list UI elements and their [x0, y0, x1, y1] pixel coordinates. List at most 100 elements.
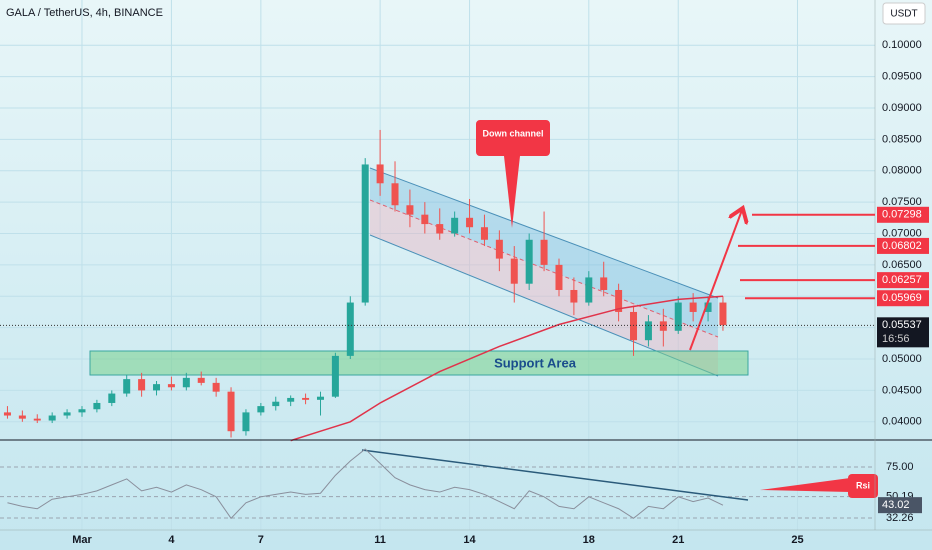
- y-tick-label: 0.05000: [882, 353, 922, 365]
- rsi-trendline: [361, 449, 749, 501]
- level-tag: [877, 272, 929, 289]
- y-tick-label: 0.04500: [882, 384, 922, 396]
- rsi-callout: [848, 474, 878, 498]
- candle-body: [272, 401, 280, 407]
- rsi-line: [7, 448, 724, 520]
- candle-body: [376, 164, 384, 184]
- candle-body: [480, 227, 488, 240]
- y-tick-label: 0.04000: [882, 416, 922, 428]
- x-tick-label: Mar: [72, 534, 92, 546]
- y-tick-label: 0.06500: [882, 259, 922, 271]
- candle-body: [585, 277, 593, 303]
- rsi-tick-label: 32.26: [886, 512, 914, 524]
- y-tick-label: 0.08000: [882, 165, 922, 177]
- level-tag: [877, 237, 929, 254]
- y-tick-label: 0.10000: [882, 39, 922, 51]
- target-arrow: [689, 210, 742, 351]
- candle-body: [391, 183, 399, 206]
- moving-average: [290, 295, 724, 442]
- candle-body: [451, 217, 459, 234]
- channel-callout: [476, 120, 550, 228]
- candle-body: [436, 224, 444, 234]
- countdown: 16:56: [882, 333, 910, 345]
- y-tick-label: 0.08500: [882, 133, 922, 145]
- candle-body: [615, 289, 623, 312]
- candle-body: [630, 311, 638, 341]
- y-tick-label: 0.09500: [882, 70, 922, 82]
- candle-body: [63, 412, 71, 416]
- candle-body: [421, 214, 429, 225]
- x-tick-label: 25: [791, 534, 803, 546]
- candle-body: [108, 393, 116, 403]
- candle-body: [182, 377, 190, 388]
- candle-body: [287, 397, 295, 402]
- candle-body: [93, 402, 101, 410]
- level-tag: [877, 290, 929, 307]
- chart-title: GALA / TetherUS, 4h, BINANCE: [6, 7, 163, 19]
- level-tag: [877, 206, 929, 223]
- x-tick-label: 7: [258, 534, 264, 546]
- candle-body: [123, 379, 131, 394]
- candle-body: [138, 379, 146, 391]
- candle-body: [674, 302, 682, 331]
- candle-body: [153, 384, 161, 391]
- candle-body: [525, 239, 533, 284]
- x-tick-label: 14: [463, 534, 476, 546]
- candle-body: [33, 418, 41, 421]
- marks: [3, 129, 727, 442]
- level-label: 0.07298: [882, 209, 922, 221]
- x-tick-label: 11: [374, 534, 386, 546]
- currency: USDT: [890, 9, 917, 20]
- x-tick-label: 18: [583, 534, 595, 546]
- candle-body: [18, 415, 26, 419]
- candle-body: [212, 382, 220, 392]
- currency-box[interactable]: [882, 2, 926, 25]
- last-price-label: 0.05537: [882, 319, 922, 331]
- candle-body: [689, 302, 697, 312]
- support-box: [89, 350, 749, 376]
- last-price-tag: [877, 317, 929, 348]
- candle-body: [197, 377, 205, 383]
- candle-body: [466, 217, 474, 228]
- candle-body: [495, 239, 503, 259]
- candle-body: [704, 302, 712, 312]
- candle-body: [3, 412, 11, 416]
- candle-body: [257, 406, 265, 413]
- candle-body: [555, 264, 563, 290]
- level-label: 0.05969: [882, 292, 922, 304]
- y-tick-label: 0.07000: [882, 227, 922, 239]
- candle-body: [659, 321, 667, 331]
- candle-body: [78, 409, 86, 413]
- channel-label: Down channel: [482, 128, 543, 138]
- candle-body: [540, 239, 548, 265]
- candle-body: [346, 302, 354, 356]
- rsi-arrow: [760, 478, 850, 492]
- candle-body: [510, 258, 518, 284]
- candle-body: [316, 396, 324, 400]
- candle-body: [331, 355, 339, 397]
- candle-body: [600, 277, 608, 290]
- candle-body: [719, 302, 727, 326]
- y-tick-label: 0.09000: [882, 102, 922, 114]
- level-label: 0.06257: [882, 274, 922, 286]
- x-tick-label: 21: [672, 534, 684, 546]
- candle-body: [570, 289, 578, 303]
- support-label: Support Area: [494, 355, 577, 370]
- candle-body: [406, 205, 414, 215]
- x-tick-label: 4: [168, 534, 175, 546]
- candle-body: [48, 415, 56, 421]
- candle-body: [167, 384, 175, 388]
- channel-mid: [369, 199, 719, 338]
- rsi-last-tag: [878, 497, 922, 514]
- candle-body: [361, 164, 369, 303]
- candle-body: [644, 321, 652, 341]
- candle-body: [242, 412, 250, 432]
- candle-body: [227, 391, 235, 432]
- level-label: 0.06802: [882, 240, 922, 252]
- rsi-tick-label: 75.00: [886, 461, 914, 473]
- candle-body: [302, 397, 310, 400]
- y-tick-label: 0.07500: [882, 196, 922, 208]
- rsi-last-label: 43.02: [882, 499, 910, 511]
